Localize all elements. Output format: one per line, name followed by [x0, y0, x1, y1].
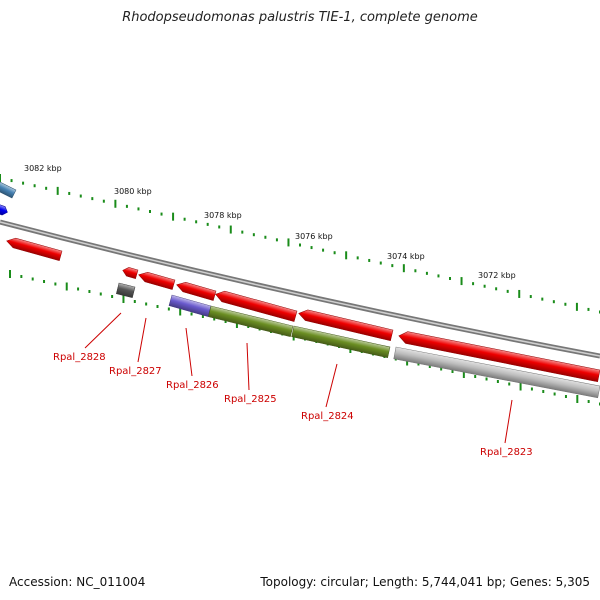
gene-label[interactable]: Rpal_2828: [53, 352, 106, 363]
gene-label[interactable]: Rpal_2826: [166, 380, 219, 391]
gene-rpal-2826: [176, 281, 217, 301]
gene-label-leader: [246, 342, 250, 391]
scale-label: 3072 kbp: [478, 271, 516, 280]
gene-label[interactable]: Rpal_2824: [301, 411, 354, 422]
gene-label-leader: [185, 327, 193, 377]
gene-rpal-2824: [298, 309, 394, 342]
gene-rpal-2827: [138, 271, 176, 290]
gene-steelblue-edge: [0, 181, 17, 199]
gene-gray: [393, 346, 600, 399]
scale-label: 3082 kbp: [24, 164, 62, 173]
gene-label-leader: [137, 317, 147, 363]
scale-label: 3080 kbp: [114, 187, 152, 196]
gene-rpal-2828-small: [122, 267, 139, 279]
gene-label[interactable]: Rpal_2827: [109, 366, 162, 377]
genome-title: Rhodopseudomonas palustris TIE-1, comple…: [122, 10, 478, 25]
backbone-line-highlight: [0, 221, 600, 357]
labels: 3082 kbp 3080 kbp 3078 kbp 3076 kbp 3074 kbp…: [24, 164, 533, 458]
gene-label[interactable]: Rpal_2823: [480, 447, 533, 458]
gene-purple: [168, 294, 212, 317]
gene-rpal-2825: [215, 290, 298, 322]
gene-features: [0, 181, 600, 399]
genome-backbone: [0, 219, 600, 359]
scale-label: 3078 kbp: [204, 211, 242, 220]
genome-info-label: Topology: circular; Length: 5,744,041 bp…: [260, 575, 590, 589]
scale-ticks: [0, 174, 600, 406]
gene-dark-box: [116, 282, 136, 298]
gene-olive-1: [208, 305, 294, 337]
scale-label: 3074 kbp: [387, 252, 425, 261]
gene-label-leader: [84, 312, 122, 349]
gene-blue-edge: [0, 203, 8, 216]
scale-label: 3076 kbp: [295, 232, 333, 241]
gene-label[interactable]: Rpal_2825: [224, 394, 277, 405]
gene-rpal-2823: [398, 331, 600, 383]
gene-label-leader: [325, 363, 338, 408]
accession-label: Accession: NC_011004: [9, 575, 146, 589]
gene-olive-2: [291, 325, 391, 359]
gene-label-leader: [504, 399, 513, 444]
gene-red-left: [6, 237, 63, 261]
